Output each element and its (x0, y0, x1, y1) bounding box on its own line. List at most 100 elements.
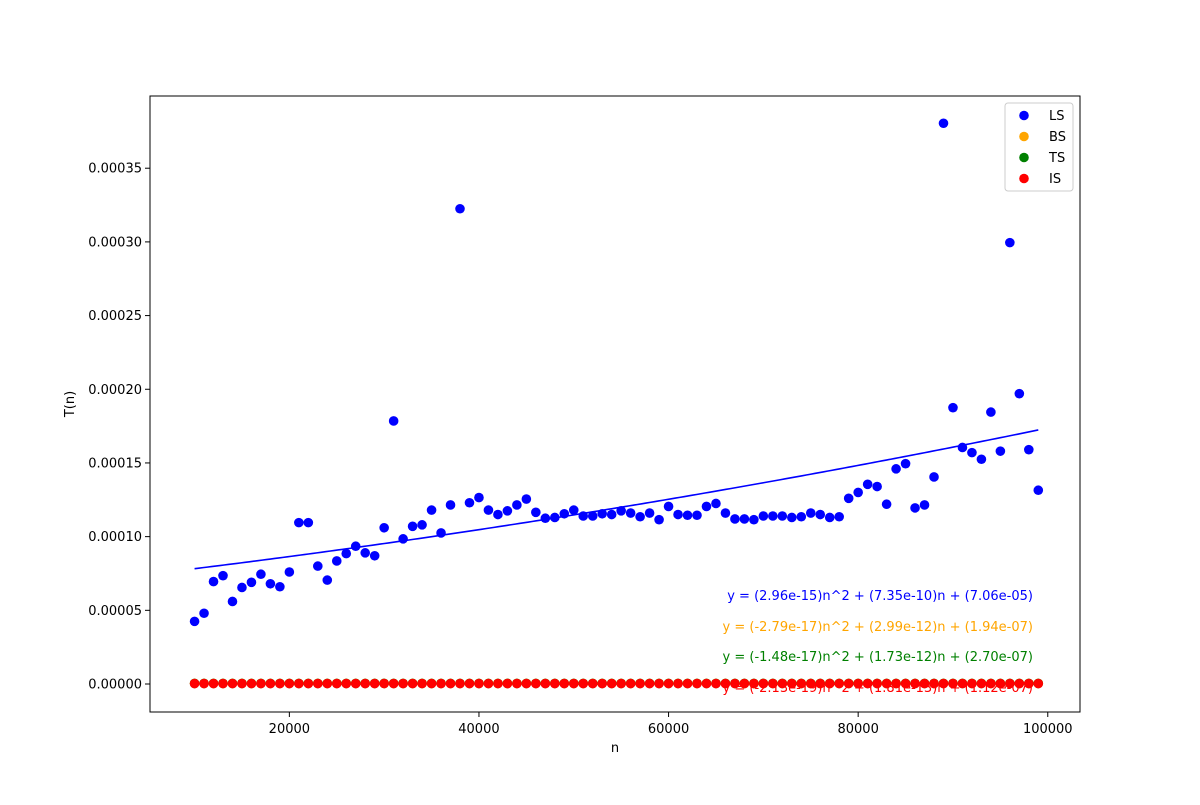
point-ls (977, 454, 987, 464)
point-is (389, 679, 399, 689)
point-ls (522, 494, 532, 504)
point-ls (929, 472, 939, 482)
point-is (673, 679, 683, 689)
point-ls (341, 549, 351, 559)
point-is (664, 679, 674, 689)
point-is (285, 679, 295, 689)
legend-marker-bs (1019, 132, 1029, 142)
point-ls (484, 505, 494, 515)
x-tick-label: 100000 (1023, 722, 1073, 737)
y-tick-label: 0.00005 (88, 604, 142, 619)
point-is (683, 679, 693, 689)
point-is (446, 679, 456, 689)
point-is (247, 679, 257, 689)
point-ls (597, 509, 607, 519)
point-ls (607, 510, 617, 520)
point-ls (266, 579, 276, 589)
point-is (228, 679, 238, 689)
point-ls (768, 511, 778, 521)
point-ls (531, 508, 541, 518)
point-is (645, 679, 655, 689)
point-ls (815, 510, 825, 520)
point-ls (455, 204, 465, 214)
point-ls (351, 541, 361, 551)
point-is (266, 679, 276, 689)
legend-label-is: IS (1049, 172, 1061, 187)
y-tick-label: 0.00020 (88, 383, 142, 398)
fit-equation-bs: y = (-2.79e-17)n^2 + (2.99e-12)n + (1.94… (723, 620, 1033, 635)
fit-equation-ts: y = (-1.48e-17)n^2 + (1.73e-12)n + (2.70… (723, 650, 1033, 665)
point-is (484, 679, 494, 689)
y-tick-label: 0.00010 (88, 530, 142, 545)
point-ls (474, 493, 484, 503)
point-is (379, 679, 389, 689)
point-ls (370, 551, 380, 561)
point-ls (901, 459, 911, 469)
y-axis-label: T(n) (63, 391, 78, 418)
point-ls (683, 510, 693, 520)
point-ls (465, 498, 475, 508)
x-tick-label: 80000 (837, 722, 878, 737)
legend-label-ts: TS (1048, 151, 1065, 166)
point-ls (872, 482, 882, 492)
point-ls (285, 567, 295, 577)
legend-marker-ts (1019, 153, 1029, 163)
point-ls (844, 494, 854, 504)
point-ls (664, 502, 674, 512)
point-is (474, 679, 484, 689)
point-is (294, 679, 304, 689)
point-is (370, 679, 380, 689)
point-is (578, 679, 588, 689)
point-ls (778, 511, 788, 521)
legend-marker-is (1019, 174, 1029, 184)
point-ls (541, 513, 551, 523)
point-ls (711, 499, 721, 509)
point-is (341, 679, 351, 689)
point-ls (635, 512, 645, 522)
point-ls (882, 499, 892, 509)
point-is (427, 679, 437, 689)
point-is (569, 679, 579, 689)
point-is (503, 679, 513, 689)
point-ls (645, 508, 655, 518)
point-ls (986, 407, 996, 417)
point-is (360, 679, 370, 689)
point-ls (218, 571, 228, 581)
point-is (218, 679, 228, 689)
point-ls (948, 403, 958, 413)
point-is (522, 679, 532, 689)
point-ls (749, 515, 759, 525)
point-ls (313, 561, 323, 571)
y-tick-label: 0.00035 (88, 162, 142, 177)
point-ls (512, 500, 522, 510)
point-is (626, 679, 636, 689)
point-ls (436, 528, 446, 538)
point-ls (569, 505, 579, 515)
point-ls (939, 118, 949, 128)
point-is (332, 679, 342, 689)
point-ls (730, 514, 740, 524)
point-is (275, 679, 285, 689)
point-ls (493, 510, 503, 520)
point-is (351, 679, 361, 689)
legend-label-ls: LS (1049, 109, 1065, 124)
point-ls (616, 506, 626, 516)
point-is (417, 679, 427, 689)
point-ls (1005, 238, 1015, 248)
point-is (702, 679, 712, 689)
point-ls (379, 523, 389, 533)
point-is (635, 679, 645, 689)
point-ls (996, 446, 1006, 456)
point-ls (256, 569, 266, 579)
point-ls (427, 505, 437, 515)
point-ls (408, 522, 418, 532)
x-tick-label: 60000 (648, 722, 689, 737)
point-is (654, 679, 664, 689)
point-ls (446, 500, 456, 510)
point-is (512, 679, 522, 689)
point-ls (853, 488, 863, 498)
point-ls (863, 480, 873, 490)
point-ls (796, 512, 806, 522)
point-ls (559, 509, 569, 519)
